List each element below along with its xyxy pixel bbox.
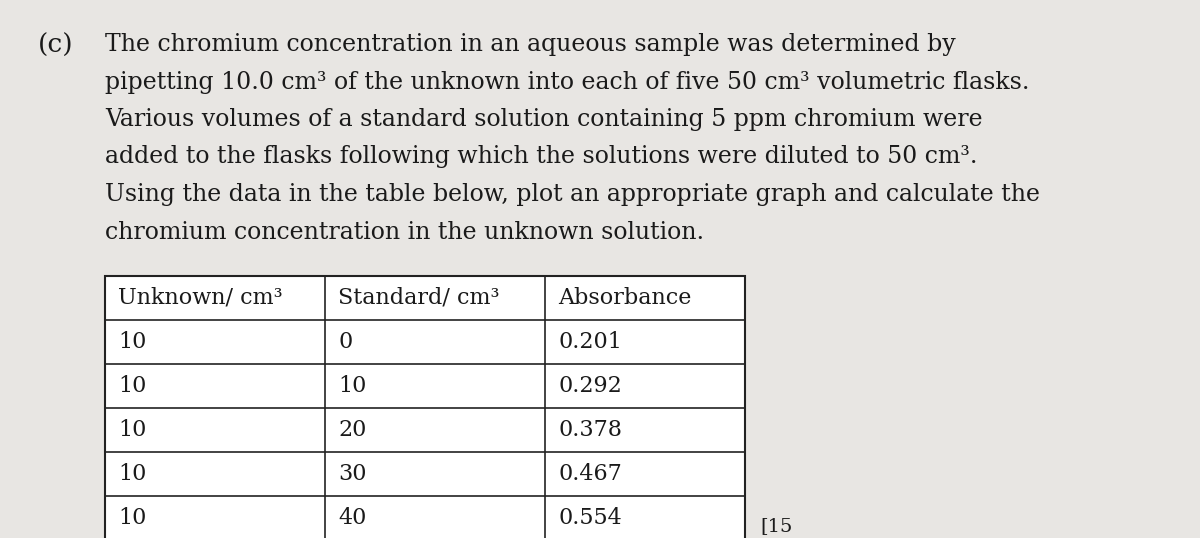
Text: 10: 10: [118, 331, 146, 353]
Text: 0.554: 0.554: [558, 507, 622, 529]
Text: 10: 10: [118, 419, 146, 441]
Text: 0: 0: [338, 331, 353, 353]
Text: 10: 10: [338, 375, 366, 397]
Text: 40: 40: [338, 507, 366, 529]
Text: 20: 20: [338, 419, 366, 441]
Text: 0.378: 0.378: [558, 419, 622, 441]
Text: [15: [15: [760, 517, 792, 535]
Text: added to the flasks following which the solutions were diluted to 50 cm³.: added to the flasks following which the …: [106, 145, 978, 168]
Text: (c): (c): [38, 33, 73, 58]
Text: 0.467: 0.467: [558, 463, 622, 485]
Text: Absorbance: Absorbance: [558, 287, 691, 309]
Text: 0.292: 0.292: [558, 375, 622, 397]
Text: 10: 10: [118, 375, 146, 397]
Text: Using the data in the table below, plot an appropriate graph and calculate the: Using the data in the table below, plot …: [106, 183, 1040, 206]
Text: pipetting 10.0 cm³ of the unknown into each of five 50 cm³ volumetric flasks.: pipetting 10.0 cm³ of the unknown into e…: [106, 70, 1030, 94]
Text: 30: 30: [338, 463, 366, 485]
Text: chromium concentration in the unknown solution.: chromium concentration in the unknown so…: [106, 221, 704, 244]
Text: 10: 10: [118, 507, 146, 529]
Text: The chromium concentration in an aqueous sample was determined by: The chromium concentration in an aqueous…: [106, 33, 955, 56]
Text: Various volumes of a standard solution containing 5 ppm chromium were: Various volumes of a standard solution c…: [106, 108, 983, 131]
Text: 10: 10: [118, 463, 146, 485]
Text: Unknown/ cm³: Unknown/ cm³: [118, 287, 283, 309]
Text: Standard/ cm³: Standard/ cm³: [338, 287, 499, 309]
Text: 0.201: 0.201: [558, 331, 622, 353]
